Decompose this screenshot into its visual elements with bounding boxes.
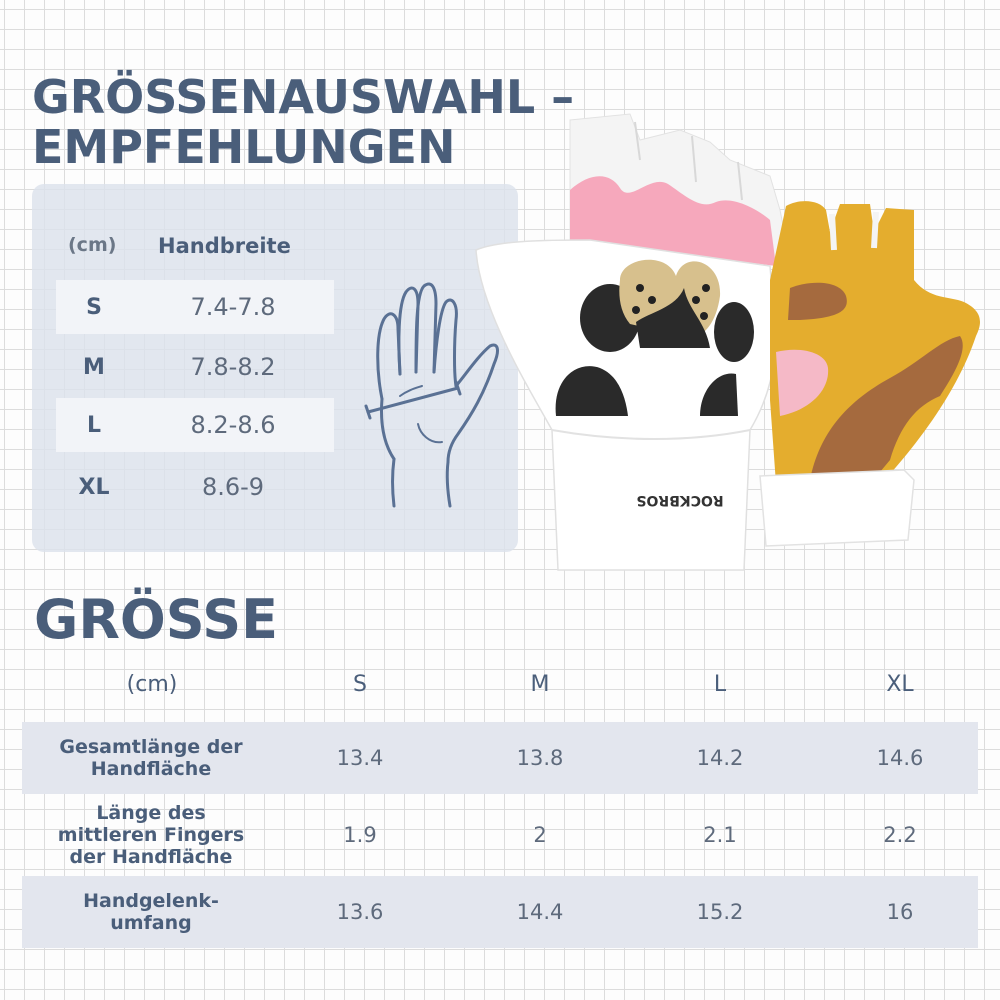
cell-s: 1.9 [343,823,377,847]
hand-row-s: S 7.4-7.8 [56,280,334,334]
hand-measure-icon [364,282,499,508]
size-label: M [83,354,105,380]
col-header-m: M [530,672,550,697]
size-label: L [86,412,102,438]
cell-l: 14.2 [696,746,744,770]
cell-m: 2 [533,823,547,847]
size-value: 8.2-8.6 [190,411,276,439]
hand-row-m: M 7.8-8.2 [56,340,334,394]
row-label-line: Handgelenk- [83,890,219,912]
row-label: Länge des mittleren Fingers der Handfläc… [22,794,280,876]
size-table-title: GRÖSSE [34,588,279,651]
size-label: S [86,294,102,320]
hand-width-card: (cm) Handbreite S 7.4-7.8 M 7.8-8.2 L 8.… [32,184,518,552]
gloves-image: ROCKBROS [475,113,980,571]
row-label-line: mittleren Fingers [57,824,245,846]
title-line-2: Empfehlungen [32,120,456,174]
cell-xl: 14.6 [876,746,924,770]
row-label-line: umfang [110,912,192,934]
hand-row-xl: XL 8.6-9 [56,460,334,514]
page-title: Größenauswahl – Empfehlungen [32,72,574,172]
size-table-header: (cm) S M L XL [0,666,1000,710]
size-value: 8.6-9 [201,473,265,501]
unit-header: (cm) [68,234,117,256]
title-line-1: Größenauswahl – [32,70,575,124]
table-row: Handgelenk- umfang 13.6 14.4 15.2 16 [22,876,978,948]
hand-width-header: Handbreite [158,234,291,258]
size-value: 7.4-7.8 [190,293,276,321]
cell-m: 14.4 [516,900,564,924]
row-label: Gesamtlänge der Handfläche [22,722,280,794]
unit-header: (cm) [126,672,178,697]
size-label: XL [78,474,110,500]
cell-s: 13.6 [336,900,384,924]
cell-l: 15.2 [696,900,744,924]
cell-s: 13.4 [336,746,384,770]
row-label-line: Länge des [96,802,206,824]
cell-l: 2.1 [703,823,737,847]
row-label-line: Handfläche [90,758,212,780]
row-label-line: der Handfläche [69,846,233,868]
hand-row-l: L 8.2-8.6 [56,398,334,452]
row-label-line: Gesamtlänge der [59,736,243,758]
row-label: Handgelenk- umfang [22,876,280,948]
cell-xl: 16 [886,900,914,924]
cell-m: 13.8 [516,746,564,770]
size-value: 7.8-8.2 [190,353,276,381]
table-row: Länge des mittleren Fingers der Handfläc… [22,794,978,876]
table-row: Gesamtlänge der Handfläche 13.4 13.8 14.… [22,722,978,794]
col-header-s: S [353,672,367,697]
brand-text: ROCKBROS [636,492,723,508]
col-header-xl: XL [886,672,914,697]
cell-xl: 2.2 [883,823,917,847]
col-header-l: L [713,672,727,697]
